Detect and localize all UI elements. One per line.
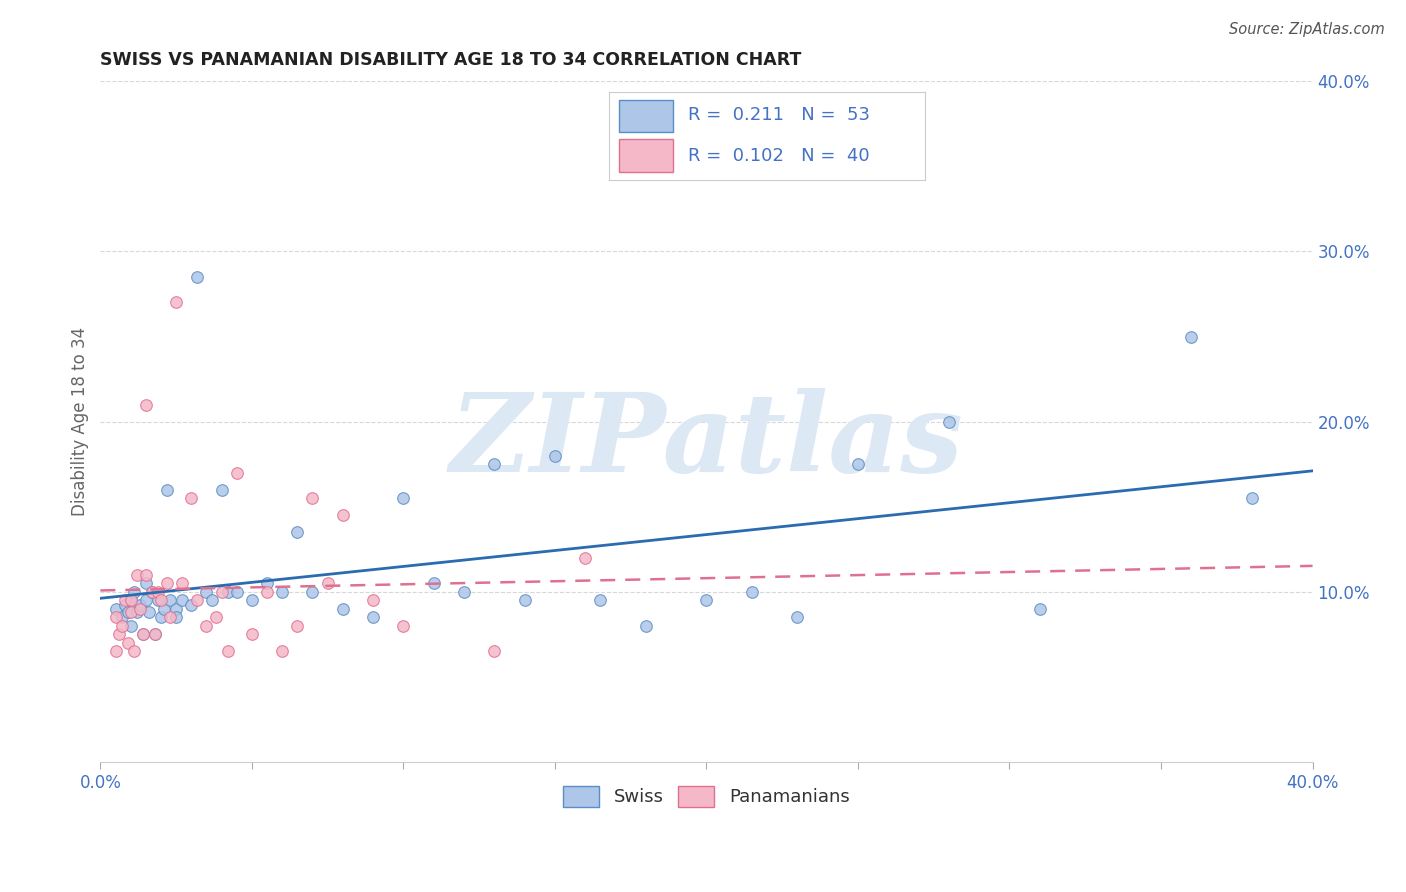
Point — [301, 584, 323, 599]
Point — [211, 483, 233, 497]
Point — [217, 644, 239, 658]
Point — [332, 601, 354, 615]
Point — [125, 567, 148, 582]
Y-axis label: Disability Age 18 to 34: Disability Age 18 to 34 — [72, 327, 89, 516]
Point — [135, 593, 157, 607]
Point — [141, 584, 163, 599]
Point — [225, 466, 247, 480]
Point — [172, 593, 194, 607]
Point — [110, 618, 132, 632]
Point — [271, 584, 294, 599]
Point — [128, 601, 150, 615]
Point — [225, 584, 247, 599]
Point — [316, 576, 339, 591]
Point — [120, 593, 142, 607]
Point — [104, 610, 127, 624]
Text: ZIPatlas: ZIPatlas — [450, 388, 963, 496]
Point — [156, 483, 179, 497]
Point — [180, 491, 202, 505]
Point — [107, 627, 129, 641]
Point — [256, 576, 278, 591]
Point — [159, 593, 181, 607]
Point — [165, 601, 187, 615]
Point — [1029, 601, 1052, 615]
Point — [146, 584, 169, 599]
Point — [146, 593, 169, 607]
Text: Source: ZipAtlas.com: Source: ZipAtlas.com — [1229, 22, 1385, 37]
Point — [938, 415, 960, 429]
Point — [256, 584, 278, 599]
Point — [240, 593, 263, 607]
Point — [110, 610, 132, 624]
Point — [422, 576, 444, 591]
Point — [195, 618, 218, 632]
Point — [172, 576, 194, 591]
Point — [217, 584, 239, 599]
Point — [846, 457, 869, 471]
Point — [120, 605, 142, 619]
Point — [143, 627, 166, 641]
Point — [122, 644, 145, 658]
Point — [544, 449, 567, 463]
Point — [149, 610, 172, 624]
Point — [634, 618, 657, 632]
Point — [285, 525, 308, 540]
Point — [120, 593, 142, 607]
Point — [741, 584, 763, 599]
Point — [156, 576, 179, 591]
Point — [204, 610, 226, 624]
Point — [186, 593, 208, 607]
Point — [132, 627, 155, 641]
Point — [159, 610, 181, 624]
Point — [117, 636, 139, 650]
Point — [180, 599, 202, 613]
Point — [114, 599, 136, 613]
Point — [574, 550, 596, 565]
Point — [120, 618, 142, 632]
Point — [1180, 329, 1202, 343]
Point — [165, 295, 187, 310]
Point — [392, 618, 415, 632]
Point — [122, 584, 145, 599]
Point — [211, 584, 233, 599]
Point — [361, 593, 384, 607]
Point — [135, 567, 157, 582]
Point — [128, 599, 150, 613]
Point — [135, 398, 157, 412]
Point — [135, 576, 157, 591]
Point — [484, 457, 506, 471]
Point — [141, 584, 163, 599]
Point — [201, 593, 224, 607]
Point — [143, 627, 166, 641]
Point — [332, 508, 354, 522]
Point — [132, 627, 155, 641]
Point — [301, 491, 323, 505]
Point — [484, 644, 506, 658]
Point — [453, 584, 475, 599]
Point — [125, 605, 148, 619]
Point — [589, 593, 612, 607]
Point — [695, 593, 717, 607]
Point — [104, 601, 127, 615]
Text: SWISS VS PANAMANIAN DISABILITY AGE 18 TO 34 CORRELATION CHART: SWISS VS PANAMANIAN DISABILITY AGE 18 TO… — [100, 51, 801, 69]
Point — [392, 491, 415, 505]
Point — [138, 605, 160, 619]
Point — [361, 610, 384, 624]
Point — [104, 644, 127, 658]
Point — [271, 644, 294, 658]
Point — [165, 610, 187, 624]
Point — [1240, 491, 1263, 505]
Point — [153, 601, 176, 615]
Legend: Swiss, Panamanians: Swiss, Panamanians — [557, 779, 856, 814]
Point — [149, 593, 172, 607]
Point — [786, 610, 808, 624]
Point — [285, 618, 308, 632]
Point — [117, 605, 139, 619]
Point — [186, 270, 208, 285]
Point — [195, 584, 218, 599]
Point — [513, 593, 536, 607]
Point — [240, 627, 263, 641]
Point — [114, 593, 136, 607]
